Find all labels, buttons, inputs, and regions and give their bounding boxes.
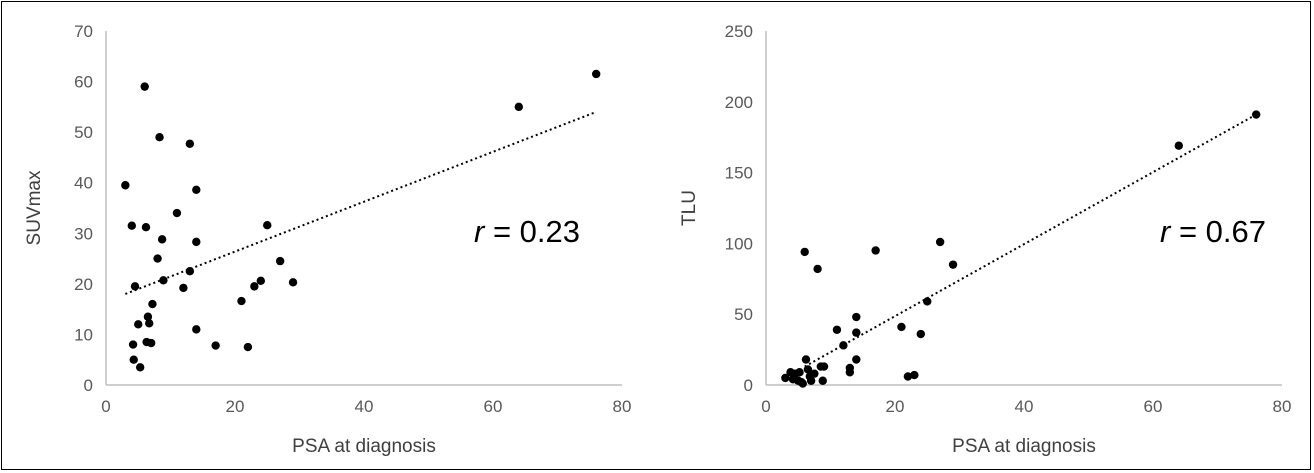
x-axis-title: PSA at diagnosis [292,436,436,457]
data-point [852,328,861,337]
data-point [935,237,945,247]
data-point [192,325,201,334]
x-tick-label: 20 [886,397,905,416]
data-point [159,276,168,285]
data-point [211,341,220,350]
data-point [910,370,919,380]
x-tick-label: 40 [1015,397,1034,416]
data-point [157,235,167,244]
x-tick-label: 80 [1273,397,1292,416]
data-point [795,368,804,377]
data-point [832,325,842,334]
data-point [148,299,157,309]
data-point [143,312,153,321]
data-point [806,376,816,385]
y-tick-label: 0 [744,376,753,395]
data-point [179,283,188,293]
x-tick-label: 80 [613,397,632,416]
data-point [134,320,143,329]
data-point [145,319,154,328]
data-point [818,376,827,385]
chart-tlu-vs-psa: 0 20 40 60 80 0 50 100 150 200 250 PSA at diagnosis… [679,22,1291,457]
y-tick-label: 70 [74,22,93,41]
data-point [897,322,906,332]
x-tick-label: 40 [355,397,374,416]
data-point [128,340,138,349]
data-point [819,362,829,371]
data-point [592,69,601,79]
y-tick-label: 50 [74,123,93,142]
data-point [810,369,819,378]
data-point [192,237,201,247]
x-tick-label: 60 [1144,397,1163,416]
data-point [192,185,201,194]
data-point [135,363,145,372]
data-point [813,264,822,274]
data-point [948,260,958,269]
correlation-label: r = 0.67 [1160,214,1266,249]
data-point [129,355,138,364]
data-point [141,223,151,232]
chart-suvmax-vs-psa: 0 20 40 60 80 0 10 20 30 40 50 60 70 PSA at diagnosis… [24,22,631,457]
data-point [1174,141,1184,150]
data-point [263,220,272,230]
data-point [130,282,140,291]
x-axis-title: PSA at diagnosis [952,436,1096,457]
data-point [845,368,855,377]
y-tick-label: 20 [74,275,93,294]
data-point [275,256,285,266]
data-point [514,102,523,112]
y-axis-title: TLU [679,190,700,226]
data-point [185,267,195,276]
y-tick-label: 0 [84,376,93,395]
data-point [781,373,790,383]
data-point [903,372,913,381]
data-point [923,297,932,306]
y-axis-title: SUVmax [24,170,45,245]
correlation-label: r = 0.23 [474,214,580,249]
trendline [804,113,1257,368]
data-point [121,181,130,190]
data-point [916,329,925,339]
data-point [140,82,149,91]
data-point [801,355,811,364]
data-point [172,208,182,218]
data-point [852,355,861,364]
trendline [124,110,597,295]
y-tick-label: 200 [725,93,753,112]
x-tick-label: 60 [484,397,503,416]
data-point [185,139,195,148]
x-tick-label: 0 [761,397,770,416]
data-point [798,379,807,388]
data-point [127,221,136,230]
data-point [288,278,298,287]
y-tick-label: 40 [74,174,93,193]
y-tick-label: 100 [725,234,753,253]
data-point [1252,110,1261,119]
data-point [839,341,848,350]
data-point [256,276,265,286]
y-tick-label: 150 [725,164,753,183]
data-point [852,312,861,322]
data-point [237,296,246,306]
data-point [800,247,809,257]
x-tick-label: 20 [226,397,245,416]
data-point [803,365,813,374]
data-point [250,282,259,291]
y-tick-label: 30 [74,224,93,243]
y-tick-label: 60 [74,73,93,92]
y-tick-label: 50 [734,305,753,324]
data-point [243,342,253,352]
data-point [871,246,880,255]
data-point [146,338,156,348]
x-tick-label: 0 [101,397,110,416]
data-point [153,254,162,263]
y-tick-label: 250 [725,22,753,41]
y-tick-label: 10 [74,325,93,344]
data-point [155,133,164,142]
